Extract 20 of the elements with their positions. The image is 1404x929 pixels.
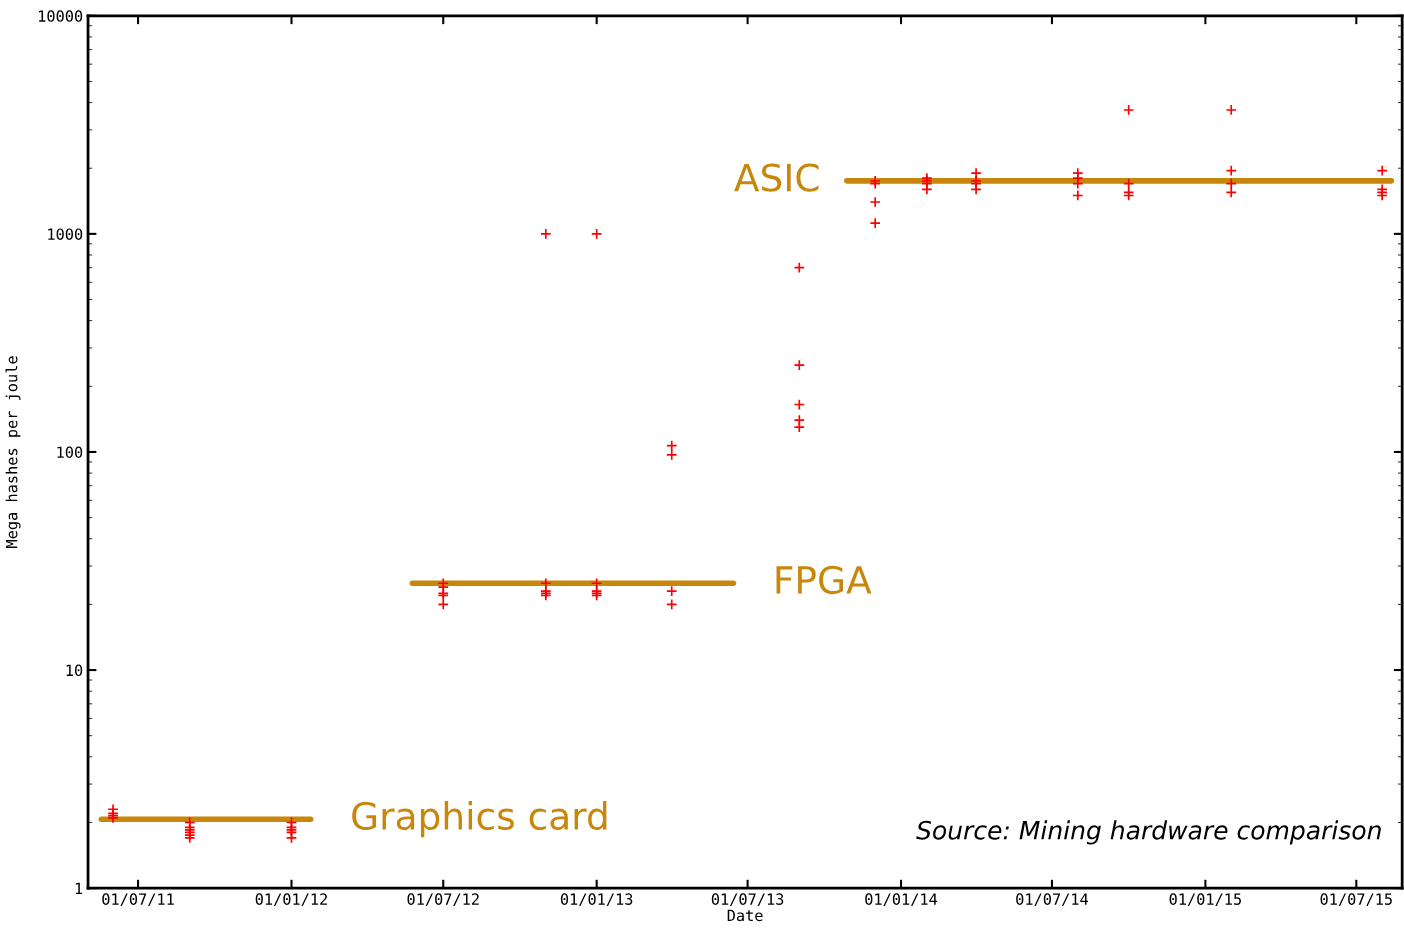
- x-tick-label: 01/07/15: [1320, 893, 1392, 907]
- x-tick-label: 01/01/13: [560, 893, 633, 907]
- y-tick-label: 10000: [39, 10, 83, 22]
- x-tick-label: 01/07/12: [407, 893, 479, 907]
- series-label: ASIC: [734, 163, 819, 192]
- x-tick-label: 01/07/11: [102, 893, 174, 907]
- y-tick-label: 1: [75, 882, 83, 894]
- x-tick-label: 01/07/13: [711, 893, 784, 907]
- annotation: Source: Mining hardware comparison: [916, 820, 1381, 845]
- y-tick-label: 10: [66, 664, 83, 677]
- y-tick-label: 100: [57, 446, 83, 459]
- x-tick-label: 01/01/15: [1169, 893, 1241, 907]
- x-tick-label: 01/01/14: [865, 893, 938, 907]
- x-tick-label: 01/07/14: [1016, 893, 1089, 907]
- y-tick-label: 1000: [48, 228, 83, 240]
- series-label: FPGA: [776, 565, 872, 595]
- y-axis-title: Mega hashes per joule: [5, 356, 21, 548]
- x-tick-label: 01/01/12: [255, 893, 327, 907]
- x-axis-title: Date: [727, 909, 763, 922]
- series-label: Graphics card: [352, 801, 607, 838]
